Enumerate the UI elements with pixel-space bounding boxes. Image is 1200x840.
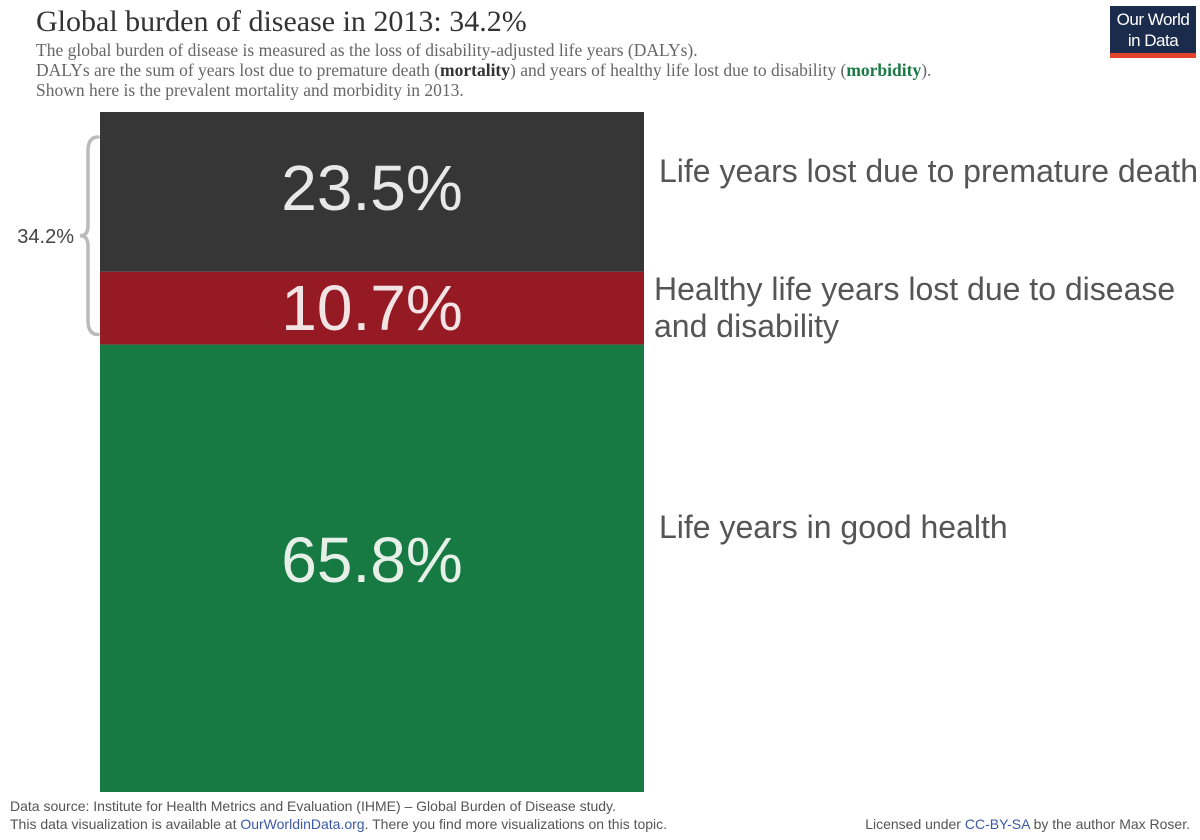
series-label-1: Life years lost due to premature death [659, 153, 1198, 189]
footer-source: Data source: Institute for Health Metric… [10, 797, 667, 833]
mortality-term: mortality [440, 60, 511, 80]
bracket-label: 34.2% [17, 226, 74, 248]
chart-title: Global burden of disease in 2013: 34.2% [36, 5, 527, 38]
footer-license-part-a: Licensed under [865, 816, 965, 832]
footer-availability-part-b: . There you find more visualizations on … [364, 816, 668, 832]
subtitle-line-2-part-a: DALYs are the sum of years lost due to p… [36, 60, 441, 80]
bar-segment-1[interactable] [100, 112, 644, 272]
footer-availability-line: This data visualization is available at … [10, 815, 667, 833]
license-link[interactable]: CC-BY-SA [964, 816, 1030, 832]
series-label-3: Life years in good health [659, 509, 1008, 545]
logo-line-1: Our World [1116, 10, 1190, 29]
footer-license: Licensed under CC-BY-SA by the author Ma… [865, 815, 1190, 833]
subtitle-line-3: Shown here is the prevalent mortality an… [36, 80, 464, 100]
footer-license-part-b: by the author Max Roser. [1029, 816, 1190, 832]
bar-segment-2[interactable] [100, 271, 644, 345]
subtitle-line-2-part-b: ) and years of healthy life lost due to … [510, 60, 847, 80]
series-label-2-line-2: and disability [654, 308, 839, 344]
series-label-2: Healthy life years lost due to disease an… [654, 271, 1175, 344]
chart-subtitle: The global burden of disease is measured… [36, 40, 931, 100]
footer-availability-part-a: This data visualization is available at [10, 816, 241, 832]
morbidity-term: morbidity [846, 60, 922, 80]
value-label-2: 10.7% [281, 272, 462, 344]
logo-line-2: in Data [1127, 31, 1179, 50]
bracket [79, 135, 100, 337]
owid-logo[interactable]: Our World in Data [1110, 6, 1196, 58]
value-label-1: 23.5% [281, 152, 462, 224]
series-label-2-line-1: Healthy life years lost due to disease [654, 271, 1175, 307]
subtitle-line-1: The global burden of disease is measured… [36, 40, 698, 60]
owid-link[interactable]: OurWorldinData.org [240, 816, 365, 832]
value-label-3: 65.8% [281, 524, 462, 596]
bar-segment-3[interactable] [100, 344, 644, 792]
footer-source-line: Data source: Institute for Health Metric… [10, 798, 616, 814]
subtitle-line-2: DALYs are the sum of years lost due to p… [36, 60, 931, 80]
subtitle-line-2-part-c: ). [921, 60, 932, 80]
